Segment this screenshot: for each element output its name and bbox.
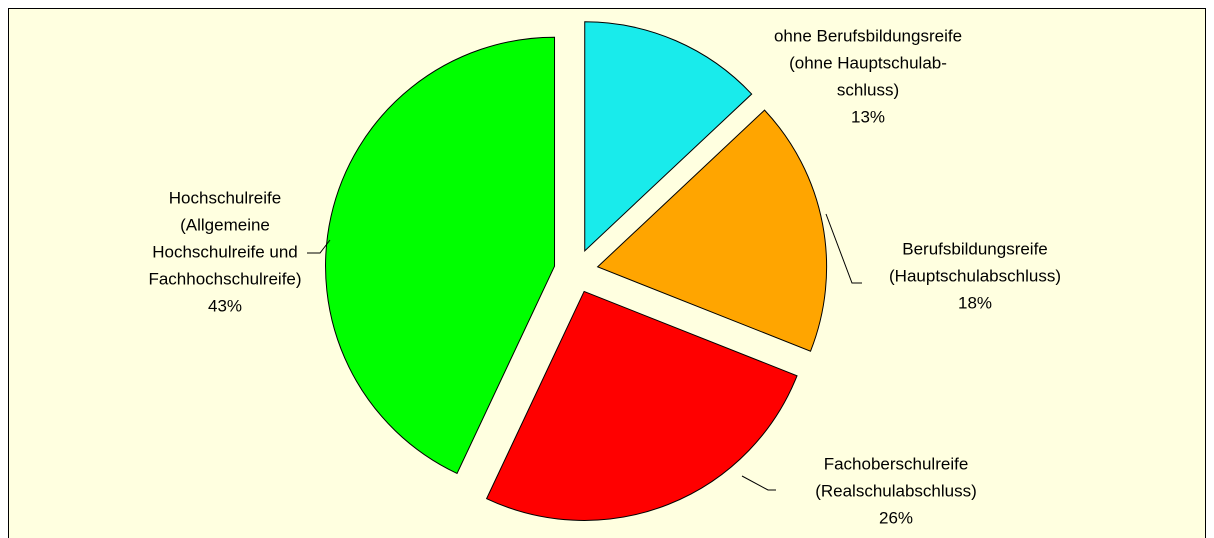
pie-slice [325,36,556,475]
pie-slice [584,21,753,252]
leader-line [825,213,862,284]
value-label: 43% [208,296,242,315]
slice-label: (Allgemeine [180,215,270,234]
leader-line [307,239,331,254]
slice-label: (ohne Hauptschulab- [789,53,947,72]
value-label: 18% [958,293,992,312]
slice-label: Fachhochschulreife) [148,269,301,288]
slice-label: (Realschulabschluss) [815,481,977,500]
slice-label: Berufsbildungsreife [902,239,1048,258]
pie-slice [596,109,828,352]
value-label: 26% [879,508,913,527]
slice-label: Fachoberschulreife [824,454,969,473]
slice-label: schluss) [837,80,899,99]
slice-label: Hochschulreife und [152,242,298,261]
pie-slice [485,290,798,521]
slice-label: (Hauptschulabschluss) [889,266,1061,285]
slice-label: Hochschulreife [169,188,281,207]
slice-label: ohne Berufsbildungsreife [774,26,962,45]
leader-line [741,475,776,491]
value-label: 13% [851,107,885,126]
